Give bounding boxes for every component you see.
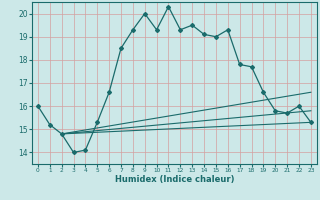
X-axis label: Humidex (Indice chaleur): Humidex (Indice chaleur) bbox=[115, 175, 234, 184]
